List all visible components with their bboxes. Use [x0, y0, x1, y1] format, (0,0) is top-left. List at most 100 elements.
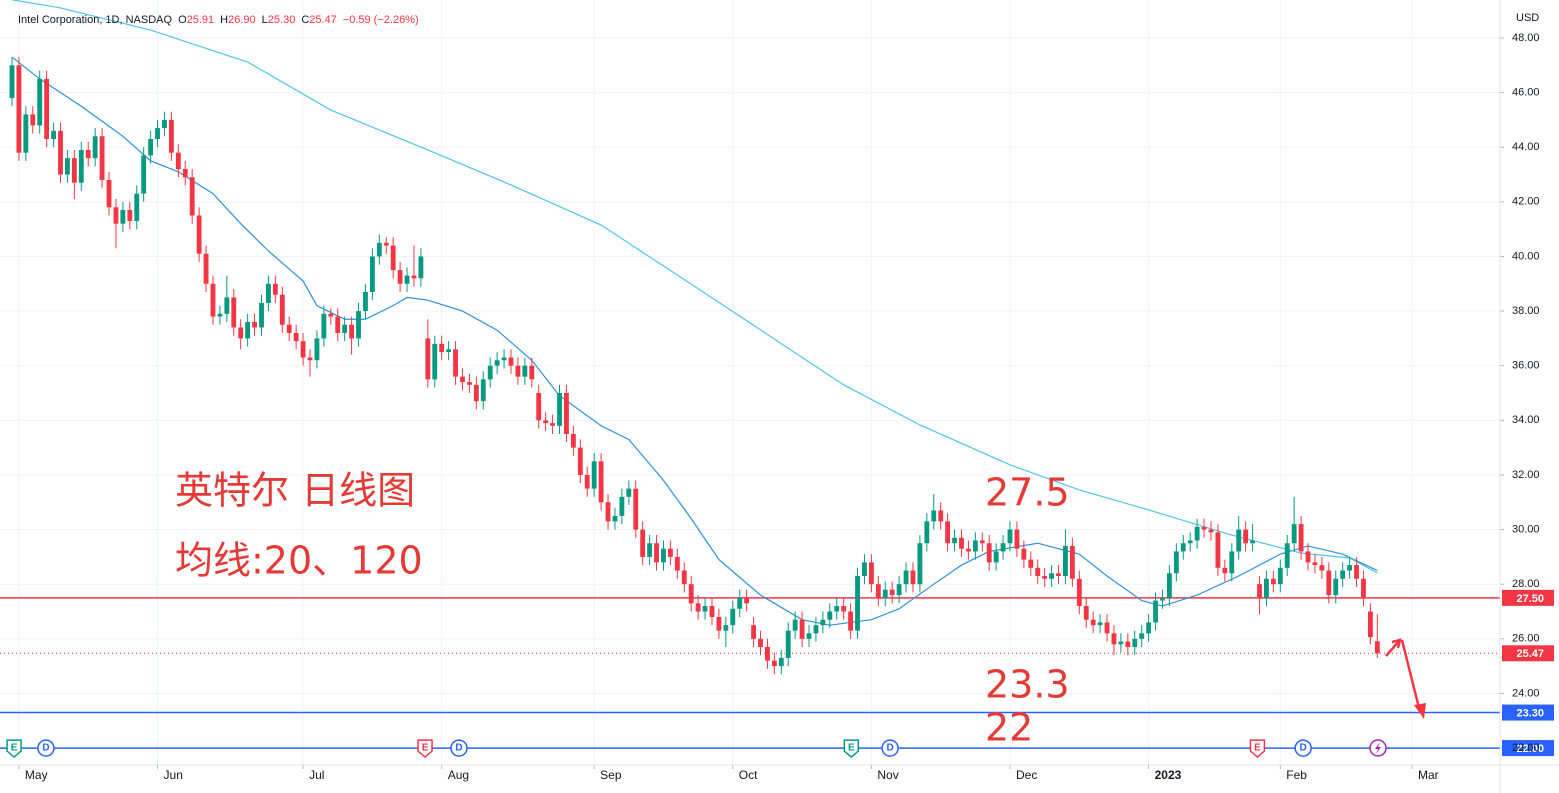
- x-tick-label: Dec: [1016, 768, 1037, 782]
- y-tick-label: 48.00: [1512, 32, 1540, 44]
- drawing-arrow: [1400, 639, 1422, 713]
- candle-body: [203, 253, 209, 284]
- candle-body: [501, 357, 507, 361]
- candle-body: [300, 341, 306, 358]
- candle-body: [1173, 551, 1179, 574]
- event-label: E: [11, 743, 18, 754]
- candle-body: [210, 283, 216, 317]
- overlay: 27.50 23.30 22.00 25.47 E D E D E D E D: [6, 589, 1554, 759]
- candle-body: [349, 324, 355, 339]
- candle-body: [1035, 567, 1041, 577]
- candle-body: [508, 357, 514, 366]
- candle-body: [1028, 559, 1034, 568]
- candle-body: [189, 177, 195, 216]
- candle-body: [155, 128, 160, 140]
- y-tick-label: 30.00: [1512, 523, 1540, 535]
- candle-body: [1180, 543, 1186, 552]
- event-label: E: [848, 743, 855, 754]
- candle-body: [681, 570, 687, 585]
- candle-body: [272, 283, 278, 295]
- candle-body: [30, 114, 36, 126]
- candle-body: [688, 584, 694, 604]
- legend: Intel Corporation, 1D, NASDAQ O25.91 H26.9…: [18, 14, 419, 26]
- candle-body: [1146, 622, 1152, 634]
- legend-value: 25.30: [268, 14, 296, 26]
- legend-change: −0.59 (−2.26%): [343, 14, 419, 26]
- candle-body: [848, 611, 854, 631]
- candle-body: [522, 365, 528, 377]
- candle-body: [1222, 567, 1228, 574]
- candle-body: [1298, 524, 1304, 552]
- candle-body: [314, 338, 320, 361]
- event-marker: [1249, 739, 1266, 759]
- candle-body: [134, 193, 140, 221]
- candle-body: [460, 376, 465, 383]
- candle-body: [758, 638, 763, 648]
- price-label: 25.47: [1516, 648, 1544, 660]
- candle-body: [106, 179, 112, 208]
- candle-body: [619, 496, 625, 516]
- candle-body: [1333, 578, 1339, 596]
- y-tick-label: 44.00: [1512, 141, 1540, 153]
- candle-body: [1284, 543, 1290, 568]
- candle-body: [917, 543, 923, 585]
- annotation: 23.3: [985, 663, 1070, 707]
- event-label: E: [422, 743, 429, 754]
- candle-body: [473, 384, 479, 402]
- moving-average-line: [11, 56, 1378, 626]
- plot-area: [0, 0, 1500, 749]
- candle-body: [785, 630, 791, 658]
- candle-body: [1208, 529, 1214, 533]
- candle-body: [667, 548, 673, 557]
- candle-body: [515, 365, 521, 377]
- candle-body: [702, 606, 708, 612]
- candle-body: [875, 584, 881, 598]
- candle-body: [1367, 611, 1373, 638]
- candle-body: [363, 291, 368, 312]
- candle-body: [1194, 526, 1200, 541]
- candle-body: [120, 210, 126, 224]
- candle-body: [44, 78, 50, 140]
- candle-body: [1139, 633, 1145, 639]
- event-label: D: [455, 743, 462, 754]
- candle-body: [931, 510, 937, 522]
- candle-body: [820, 619, 826, 626]
- candle-body: [293, 332, 299, 342]
- candle-body: [979, 540, 985, 544]
- event-marker: [37, 739, 55, 757]
- candle-body: [148, 139, 154, 156]
- moving-average-line: [11, 0, 1378, 574]
- legend-key: O: [178, 14, 187, 26]
- candle-body: [570, 433, 576, 448]
- drawing-arrow: [1385, 638, 1402, 657]
- event-marker: [450, 739, 468, 757]
- candle-body: [529, 365, 535, 380]
- candle-body: [868, 562, 874, 585]
- candle-body: [286, 324, 292, 333]
- candle-body: [1229, 551, 1235, 574]
- x-tick-label: 2023: [1155, 768, 1182, 782]
- x-tick-label: Sep: [600, 768, 622, 782]
- candle-body: [1118, 641, 1124, 645]
- price-label-box: [1502, 645, 1554, 662]
- y-tick-label: 34.00: [1512, 414, 1540, 426]
- candle-body: [446, 349, 452, 353]
- candle-body: [972, 540, 978, 552]
- candle-body: [1270, 578, 1276, 585]
- candle-body: [71, 158, 77, 183]
- candle-body: [328, 313, 334, 317]
- candle-body: [99, 136, 105, 180]
- candle-body: [564, 393, 569, 434]
- candle-body: [626, 488, 632, 497]
- candle-body: [965, 548, 971, 552]
- candle-body: [356, 311, 361, 339]
- legend-name: Intel Corporation, 1D, NASDAQ: [18, 14, 173, 26]
- candle-body: [480, 379, 486, 402]
- candle-body: [674, 556, 680, 571]
- price-label-box: [1502, 589, 1554, 606]
- candle-body: [238, 327, 244, 339]
- candle-body: [1104, 622, 1110, 634]
